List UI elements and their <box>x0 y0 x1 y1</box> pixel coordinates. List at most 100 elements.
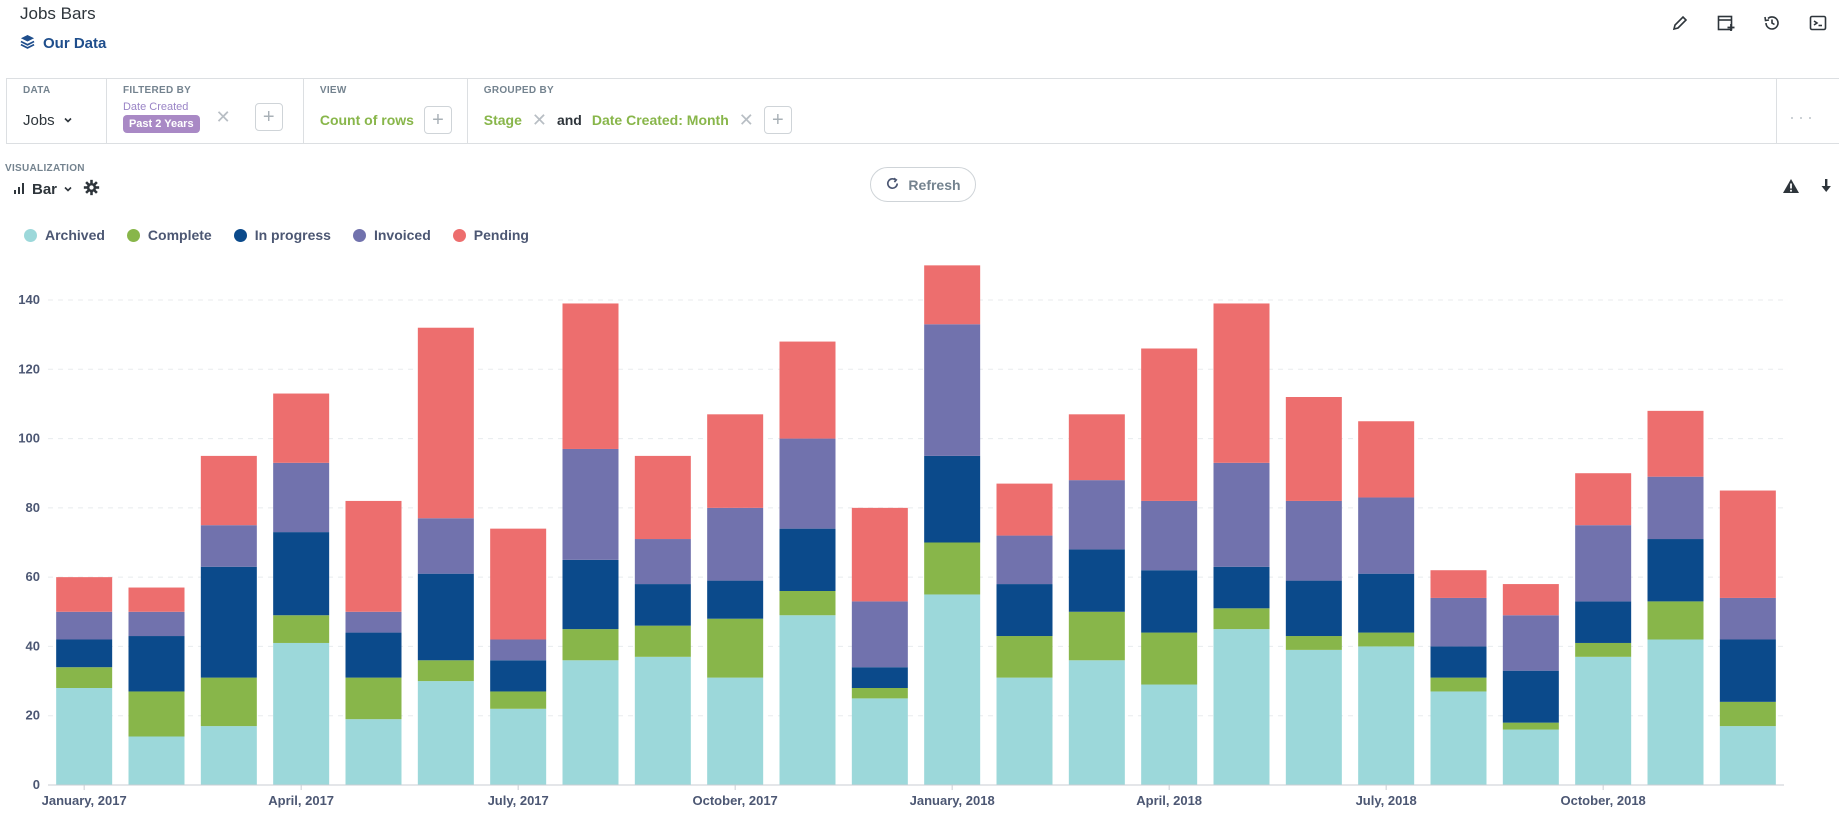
bar-segment[interactable] <box>345 500 402 612</box>
more-options-icon[interactable]: ··· <box>1789 107 1817 127</box>
bar-segment[interactable] <box>562 559 619 630</box>
legend-item-archived[interactable]: Archived <box>24 227 105 243</box>
legend-item-complete[interactable]: Complete <box>126 227 212 243</box>
bar-segment[interactable] <box>56 688 113 785</box>
bar-segment[interactable] <box>128 611 185 637</box>
bar-segment[interactable] <box>1358 421 1415 498</box>
date-filter[interactable]: Date Created Past 2 Years <box>122 101 200 133</box>
bar-segment[interactable] <box>779 615 836 785</box>
bar-segment[interactable] <box>1141 500 1198 571</box>
bar-segment[interactable] <box>490 639 547 661</box>
add-to-dashboard-icon[interactable] <box>1715 12 1737 34</box>
bar-segment[interactable] <box>56 577 113 612</box>
bar-segment[interactable] <box>128 636 185 692</box>
bar-segment[interactable] <box>562 629 619 661</box>
bar-segment[interactable] <box>1068 549 1125 612</box>
bar-segment[interactable] <box>1430 677 1487 692</box>
bar-segment[interactable] <box>56 611 113 640</box>
group-by-stage[interactable]: Stage <box>483 112 522 128</box>
bar-segment[interactable] <box>707 580 764 619</box>
bar-segment[interactable] <box>1719 639 1776 702</box>
bar-segment[interactable] <box>1213 462 1270 567</box>
bar-segment[interactable] <box>1719 490 1776 598</box>
bar-segment[interactable] <box>924 542 981 595</box>
bar-segment[interactable] <box>345 611 402 633</box>
bar-segment[interactable] <box>1502 670 1559 723</box>
bar-segment[interactable] <box>1358 632 1415 647</box>
bar-segment[interactable] <box>996 636 1053 678</box>
bar-segment[interactable] <box>1068 414 1125 481</box>
bar-segment[interactable] <box>634 539 691 585</box>
refresh-button[interactable]: Refresh <box>870 167 976 202</box>
bar-segment[interactable] <box>634 625 691 657</box>
bar-segment[interactable] <box>417 518 474 574</box>
bar-segment[interactable] <box>1068 660 1125 785</box>
remove-group-date-icon[interactable]: ✕ <box>738 110 754 130</box>
bar-segment[interactable] <box>490 708 547 785</box>
bar-segment[interactable] <box>1502 729 1559 785</box>
bar-segment[interactable] <box>1719 726 1776 785</box>
add-filter-button[interactable]: + <box>254 103 283 131</box>
gear-icon[interactable] <box>83 179 100 200</box>
bar-segment[interactable] <box>1213 566 1270 609</box>
bar-segment[interactable] <box>490 660 547 692</box>
bar-segment[interactable] <box>417 573 474 661</box>
bar-segment[interactable] <box>273 462 330 533</box>
bar-segment[interactable] <box>1430 691 1487 785</box>
bar-segment[interactable] <box>779 438 836 529</box>
bar-segment[interactable] <box>1647 639 1704 786</box>
bar-segment[interactable] <box>128 587 185 612</box>
bar-segment[interactable] <box>996 535 1053 585</box>
bar-segment[interactable] <box>1719 597 1776 640</box>
bar-segment[interactable] <box>707 507 764 581</box>
bar-segment[interactable] <box>1502 615 1559 671</box>
warning-icon[interactable] <box>1781 176 1801 196</box>
bar-segment[interactable] <box>562 448 619 560</box>
bar-segment[interactable] <box>1647 476 1704 540</box>
bar-segment[interactable] <box>562 303 619 449</box>
bar-segment[interactable] <box>345 632 402 678</box>
bar-segment[interactable] <box>417 327 474 519</box>
bar-segment[interactable] <box>1575 656 1632 785</box>
bar-segment[interactable] <box>1141 570 1198 633</box>
bar-segment[interactable] <box>924 594 981 785</box>
bar-segment[interactable] <box>634 455 691 540</box>
bar-segment[interactable] <box>273 393 330 463</box>
legend-item-pending[interactable]: Pending <box>452 227 529 243</box>
bar-segment[interactable] <box>1141 684 1198 785</box>
bar-segment[interactable] <box>924 265 981 325</box>
bar-segment[interactable] <box>634 584 691 626</box>
legend-item-in-progress[interactable]: In progress <box>233 227 331 243</box>
bar-segment[interactable] <box>1213 608 1270 630</box>
add-grouping-button[interactable]: + <box>763 106 792 134</box>
bar-segment[interactable] <box>779 591 836 616</box>
bar-segment[interactable] <box>851 667 908 688</box>
bar-segment[interactable] <box>996 483 1053 536</box>
history-icon[interactable] <box>1761 12 1783 34</box>
filter-value-badge[interactable]: Past 2 Years <box>122 115 200 133</box>
bar-segment[interactable] <box>1647 601 1704 640</box>
bar-segment[interactable] <box>707 677 764 785</box>
bar-segment[interactable] <box>273 615 330 643</box>
bar-segment[interactable] <box>1647 410 1704 477</box>
bar-segment[interactable] <box>128 736 185 786</box>
bar-segment[interactable] <box>490 691 547 709</box>
bar-segment[interactable] <box>851 601 908 668</box>
bar-segment[interactable] <box>345 719 402 785</box>
bar-segment[interactable] <box>1575 473 1632 526</box>
remove-filter-icon[interactable]: ✕ <box>215 107 231 127</box>
bar-segment[interactable] <box>1430 646 1487 678</box>
bar-segment[interactable] <box>1213 303 1270 463</box>
bar-segment[interactable] <box>1285 580 1342 637</box>
visualization-picker[interactable]: Bar <box>12 179 100 200</box>
group-by-date[interactable]: Date Created: Month <box>591 112 729 128</box>
bar-segment[interactable] <box>1213 629 1270 785</box>
bar-segment[interactable] <box>1575 642 1632 657</box>
sql-console-icon[interactable] <box>1807 12 1829 34</box>
bar-segment[interactable] <box>1575 601 1632 643</box>
bar-segment[interactable] <box>707 618 764 678</box>
bar-segment[interactable] <box>1502 584 1559 616</box>
bar-segment[interactable] <box>924 455 981 543</box>
bar-segment[interactable] <box>417 681 474 785</box>
bar-segment[interactable] <box>273 532 330 616</box>
